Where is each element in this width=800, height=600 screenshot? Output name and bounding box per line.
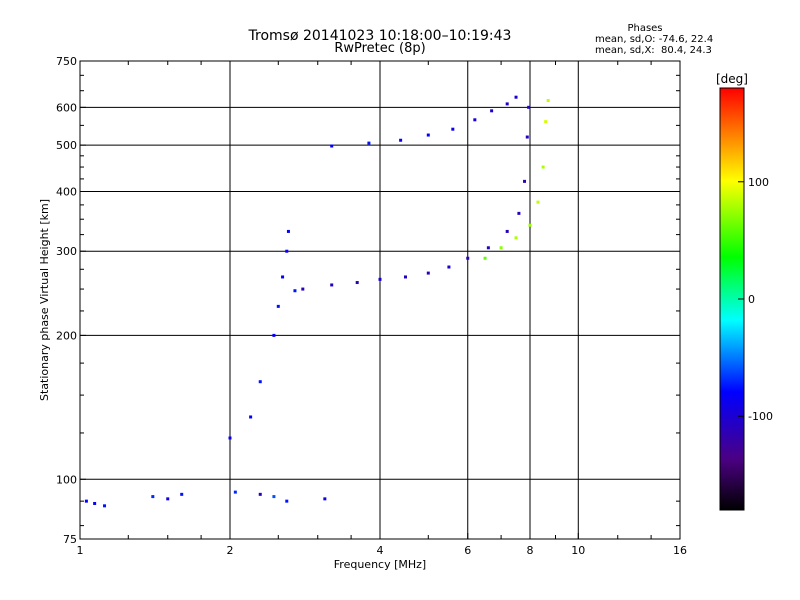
trace-point bbox=[355, 281, 359, 285]
trace-point bbox=[233, 490, 237, 494]
x-tick-label: 16 bbox=[673, 544, 687, 557]
trace-point bbox=[490, 109, 494, 113]
trace-point bbox=[514, 95, 518, 99]
phase-stats-heading: Phases bbox=[627, 23, 662, 34]
trace-point bbox=[330, 144, 334, 148]
trace-point bbox=[528, 223, 532, 227]
y-tick-label: 100 bbox=[56, 473, 77, 486]
trace-point bbox=[378, 277, 382, 281]
x-tick-label: 4 bbox=[377, 544, 384, 557]
trace-point bbox=[527, 105, 531, 109]
y-tick-labels: 75 100 200 300 400 500 600 750 bbox=[56, 55, 77, 546]
trace-point bbox=[276, 304, 280, 308]
trace-point bbox=[103, 504, 107, 508]
y-tick-label: 300 bbox=[56, 245, 77, 258]
trace-point bbox=[249, 415, 253, 419]
colorbar-label: [deg] bbox=[716, 72, 748, 86]
trace-point bbox=[483, 256, 487, 260]
x-tick-label: 6 bbox=[464, 544, 471, 557]
trace-point bbox=[466, 256, 470, 260]
trace-point bbox=[525, 135, 529, 139]
trace-point bbox=[403, 275, 407, 279]
chart-title: Tromsø 20141023 10:18:00–10:19:43 bbox=[248, 28, 512, 44]
x-axis-label: Frequency [MHz] bbox=[334, 558, 426, 571]
phase-stats: Phases mean, sd,O: -74.6, 22.4 mean, sd,… bbox=[595, 23, 713, 56]
colorbar-tick-label: 0 bbox=[748, 293, 755, 306]
colorbar-ticks: 100 0 -100 bbox=[738, 176, 773, 423]
x-tick-label: 10 bbox=[571, 544, 585, 557]
trace-point bbox=[546, 99, 550, 103]
trace-point bbox=[285, 499, 289, 503]
y-tick-label: 200 bbox=[56, 329, 77, 342]
y-tick-label: 600 bbox=[56, 101, 77, 114]
trace-point bbox=[293, 289, 297, 293]
trace-point bbox=[166, 497, 170, 501]
y-tick-label: 500 bbox=[56, 139, 77, 152]
trace-point bbox=[258, 380, 262, 384]
x-tick-label: 1 bbox=[77, 544, 84, 557]
trace-point bbox=[505, 102, 509, 106]
trace-point bbox=[281, 275, 285, 279]
trace-point bbox=[399, 138, 403, 142]
x-tick-labels: 1 2 4 6 8 10 16 bbox=[77, 544, 688, 557]
trace-point bbox=[285, 249, 289, 253]
trace-point bbox=[541, 165, 545, 169]
trace-point bbox=[523, 179, 527, 183]
trace-point bbox=[180, 492, 184, 496]
trace-point bbox=[505, 229, 509, 233]
phase-stats-o: mean, sd,O: -74.6, 22.4 bbox=[595, 34, 713, 45]
chart-subtitle: RwPretec (8p) bbox=[334, 41, 425, 56]
y-tick-label: 75 bbox=[63, 533, 77, 546]
trace-point bbox=[426, 271, 430, 275]
trace-point bbox=[228, 436, 232, 440]
y-axis-label: Stationary phase Virtual Height [km] bbox=[38, 199, 51, 401]
trace-point bbox=[272, 495, 276, 499]
trace-point bbox=[447, 265, 451, 269]
grid bbox=[80, 61, 680, 539]
trace-point bbox=[486, 246, 490, 250]
trace-point bbox=[151, 495, 155, 499]
trace-point bbox=[323, 497, 327, 501]
trace-point bbox=[367, 141, 371, 145]
trace-point bbox=[544, 120, 548, 124]
trace-point bbox=[499, 246, 503, 250]
trace-point bbox=[286, 229, 290, 233]
trace-point bbox=[517, 211, 521, 215]
x-tick-label: 2 bbox=[227, 544, 234, 557]
trace-point bbox=[514, 236, 518, 240]
trace-points bbox=[84, 95, 550, 508]
trace-point bbox=[93, 501, 97, 505]
trace-point bbox=[426, 133, 430, 137]
y-tick-label: 400 bbox=[56, 185, 77, 198]
trace-point bbox=[536, 200, 540, 204]
trace-point bbox=[272, 333, 276, 337]
trace-point bbox=[258, 492, 262, 496]
y-tick-label: 750 bbox=[56, 55, 77, 68]
trace-point bbox=[301, 287, 305, 291]
phase-stats-x: mean, sd,X: 80.4, 24.3 bbox=[595, 45, 712, 56]
trace-point bbox=[451, 127, 455, 131]
trace-point bbox=[330, 283, 334, 287]
trace-point bbox=[84, 499, 88, 503]
x-tick-label: 8 bbox=[527, 544, 534, 557]
colorbar-tick-label: 100 bbox=[748, 176, 769, 189]
colorbar-tick-label: -100 bbox=[748, 410, 773, 423]
trace-point bbox=[473, 118, 477, 122]
tick-marks bbox=[79, 60, 681, 540]
